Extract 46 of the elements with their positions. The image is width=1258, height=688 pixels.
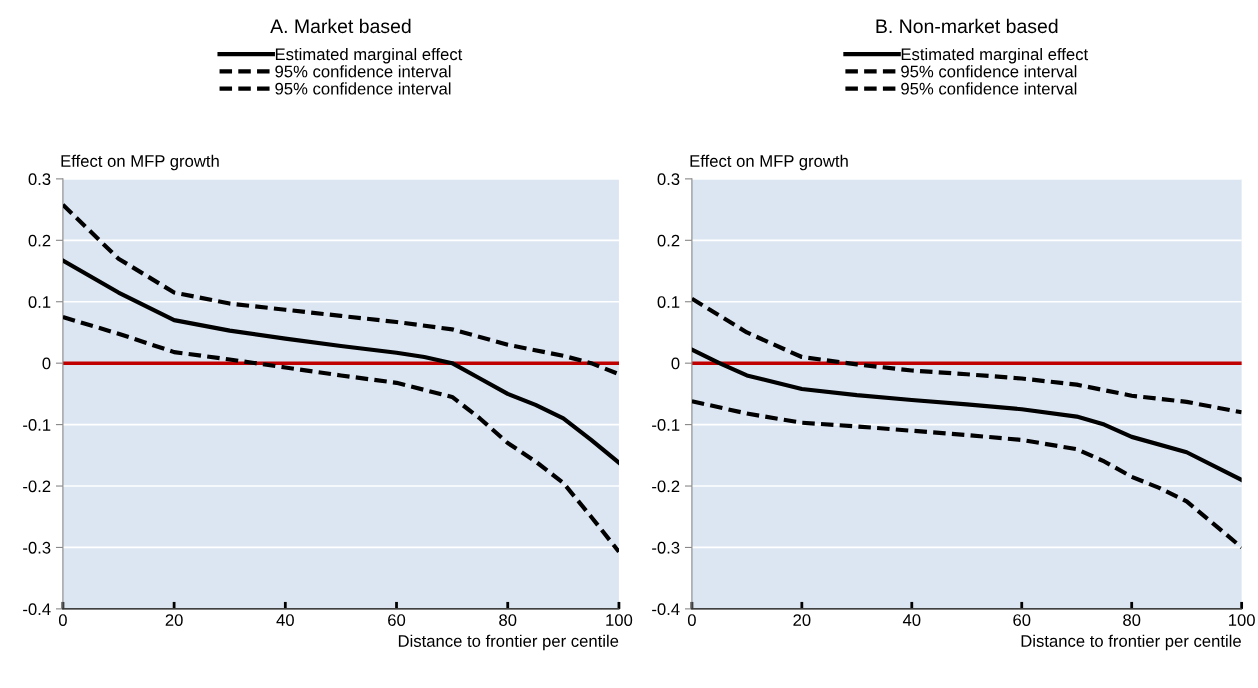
x-tick-label: 60 <box>1013 614 1031 626</box>
x-tick-label: 100 <box>606 614 633 626</box>
y-tick-label: 0 <box>42 357 51 370</box>
y-tick-label: -0.2 <box>23 480 51 493</box>
y-tick-label: -0.1 <box>652 419 680 431</box>
y-tick-label: 0.1 <box>657 296 680 308</box>
x-tick-label: 40 <box>902 614 921 626</box>
x-tick-label: 0 <box>58 614 67 626</box>
y-tick-label: 0 <box>671 357 680 370</box>
legend-label: Estimated marginal effect <box>275 47 463 64</box>
x-tick-label: 80 <box>499 614 517 626</box>
line-series <box>62 258 619 465</box>
x-tick-label: 20 <box>165 614 183 626</box>
line-series <box>691 399 1242 550</box>
legend-label: 95% confidence interval <box>901 65 1077 78</box>
y-axis-title: Effect on MFP growth <box>61 154 219 171</box>
legend-label: 95% confidence interval <box>901 82 1077 95</box>
line-series <box>62 315 619 554</box>
y-axis-title: Effect on MFP growth <box>690 154 848 171</box>
x-tick-label: 80 <box>1123 614 1141 626</box>
x-axis-title: Distance to frontier per centile <box>398 634 619 651</box>
line-series <box>62 202 619 377</box>
y-tick-label: 0.1 <box>28 296 51 308</box>
legend-label: Estimated marginal effect <box>901 47 1089 64</box>
y-tick-label: -0.4 <box>23 603 51 616</box>
legend-label: 95% confidence interval <box>275 82 451 95</box>
y-tick-label: 0.3 <box>657 173 680 186</box>
y-tick-label: 0.2 <box>28 234 51 247</box>
y-tick-label: -0.1 <box>23 419 51 431</box>
x-tick-label: 60 <box>388 614 406 626</box>
x-tick-label: 100 <box>1229 614 1255 626</box>
y-tick-label: -0.3 <box>652 541 680 554</box>
y-tick-label: -0.2 <box>652 480 680 493</box>
legend-label: 95% confidence interval <box>275 65 451 78</box>
chart-title: A. Market based <box>270 18 411 34</box>
y-tick-label: 0.2 <box>657 234 680 247</box>
chart-title: B. Non-market based <box>876 18 1058 34</box>
y-tick-label: -0.3 <box>23 541 51 554</box>
y-tick-label: 0.3 <box>28 173 51 186</box>
line-series <box>691 347 1242 482</box>
x-tick-label: 40 <box>276 614 294 626</box>
y-tick-label: -0.4 <box>652 603 680 616</box>
x-axis-title: Distance to frontier per centile <box>1021 634 1241 651</box>
line-series <box>691 296 1242 415</box>
x-tick-label: 20 <box>793 614 811 626</box>
x-tick-label: 0 <box>687 614 696 626</box>
